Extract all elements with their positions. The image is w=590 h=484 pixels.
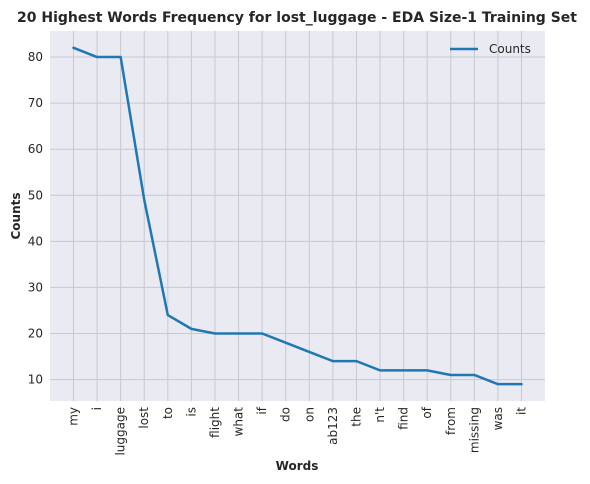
x-tick-label: n't	[373, 407, 387, 423]
x-tick-label: i	[90, 407, 104, 410]
y-tick-label: 60	[28, 142, 43, 156]
x-tick-label: missing	[467, 407, 481, 453]
x-axis-label: Words	[276, 459, 319, 473]
x-tick-label: luggage	[114, 407, 128, 456]
x-tick-label: find	[397, 407, 411, 430]
x-tick-label: from	[444, 407, 458, 435]
y-tick-label: 40	[28, 234, 43, 248]
y-tick-labels: 10 20 30 40 50 60 70 80	[28, 50, 43, 387]
y-axis-label: Counts	[9, 192, 23, 239]
x-tick-label: to	[161, 407, 175, 419]
y-tick-label: 20	[28, 326, 43, 340]
y-tick-label: 30	[28, 280, 43, 294]
legend-label-counts: Counts	[489, 42, 531, 56]
legend: Counts	[450, 42, 531, 56]
x-tick-label: lost	[137, 407, 151, 429]
x-tick-label: on	[302, 407, 316, 422]
x-tick-label: my	[67, 407, 81, 426]
x-tick-label: it	[515, 407, 529, 415]
plot-area	[50, 31, 545, 401]
x-tick-label: flight	[208, 407, 222, 438]
x-tick-label: what	[232, 407, 246, 437]
grid-layer	[50, 31, 545, 401]
x-tick-label: if	[255, 406, 269, 414]
x-tick-label: do	[279, 407, 293, 422]
x-tick-label: ab123	[326, 407, 340, 445]
x-tick-label: was	[491, 407, 505, 430]
x-tick-label: of	[420, 406, 434, 418]
y-tick-label: 80	[28, 50, 43, 64]
chart-title: 20 Highest Words Frequency for lost_lugg…	[17, 10, 577, 26]
x-tick-label: is	[184, 407, 198, 417]
x-tick-labels: my i luggage lost to is flight what if do on ab123 t…	[67, 406, 529, 455]
series-line-counts	[72, 46, 523, 386]
y-tick-label: 70	[28, 96, 43, 110]
y-tick-label: 10	[28, 373, 43, 387]
x-tick-label: the	[349, 407, 363, 427]
y-tick-label: 50	[28, 188, 43, 202]
